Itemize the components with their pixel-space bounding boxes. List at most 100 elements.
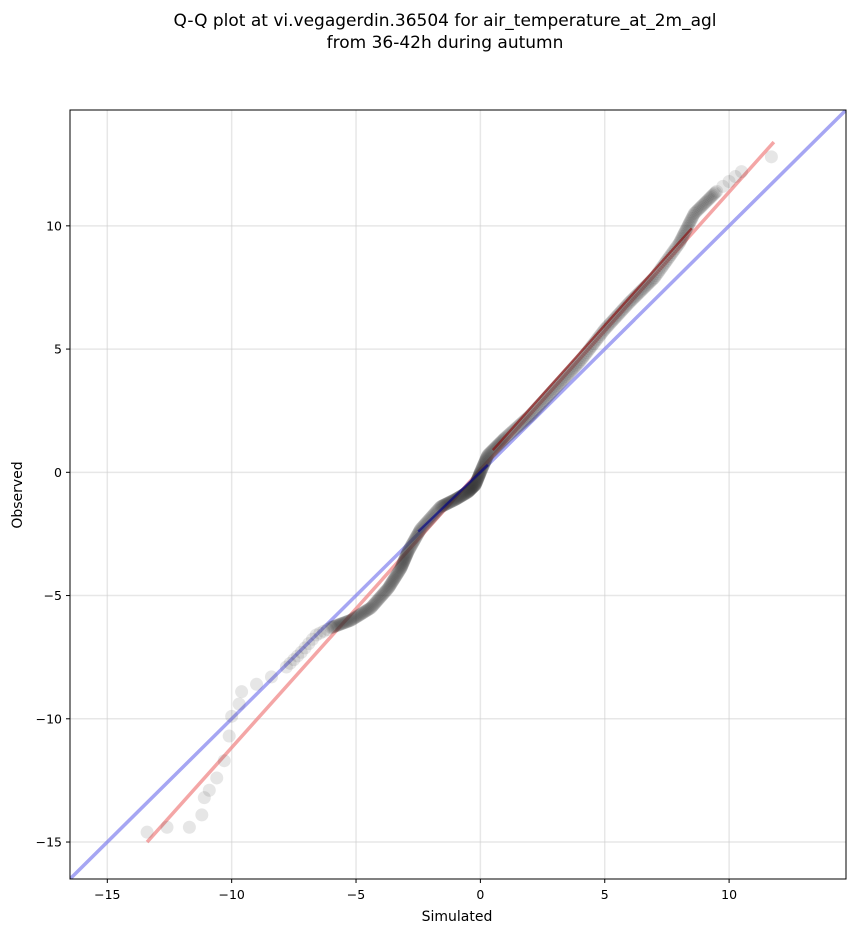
qq-point (369, 595, 383, 609)
qq-point (592, 329, 606, 343)
qq-point (367, 598, 381, 612)
qq-point (225, 709, 239, 723)
qq-point (407, 533, 421, 547)
qq-point (339, 615, 353, 629)
qq-point (390, 567, 404, 581)
qq-point (505, 425, 519, 439)
qq-point (707, 187, 721, 201)
qq-point (596, 324, 610, 338)
qq-point (664, 248, 678, 262)
qq-point (686, 208, 700, 222)
qq-point (235, 685, 249, 699)
qq-point (708, 186, 722, 200)
qq-point (667, 244, 681, 258)
qq-point (405, 538, 419, 552)
qq-point (393, 563, 407, 577)
qq-point (695, 199, 709, 213)
qq-point (364, 601, 378, 615)
qq-point (306, 632, 319, 646)
qq-point (350, 610, 364, 624)
qq-point (320, 622, 334, 636)
qq-point (160, 820, 174, 834)
qq-point (392, 565, 406, 579)
qq-point (427, 507, 441, 521)
qq-point (606, 313, 620, 327)
qq-point (395, 559, 409, 573)
qq-point (182, 820, 196, 834)
qq-point (380, 582, 394, 596)
qq-point (291, 649, 305, 663)
qq-point (410, 528, 424, 542)
qq-point (665, 246, 679, 260)
qq-point (507, 423, 521, 437)
qq-point (482, 447, 496, 461)
qq-point (371, 593, 385, 607)
qq-point (351, 609, 365, 623)
qq-point (373, 591, 387, 605)
qq-point (677, 228, 691, 242)
y-tick-label: 5 (54, 342, 62, 357)
qq-point (377, 587, 391, 601)
qq-point (389, 569, 403, 583)
qq-point (410, 529, 424, 543)
qq-point (612, 307, 626, 321)
qq-point (431, 502, 445, 516)
qq-point (402, 543, 416, 557)
qq-point (435, 499, 449, 513)
chart-title-line1: Q-Q plot at vi.vegagerdin.36504 for air_… (173, 11, 716, 31)
qq-point (710, 184, 724, 198)
qq-point (287, 653, 301, 667)
qq-point (381, 581, 395, 595)
qq-point (472, 469, 486, 483)
qq-point (398, 551, 412, 565)
overlay-lines (417, 227, 693, 533)
qq-point (595, 326, 609, 340)
qq-point (340, 615, 354, 629)
qq-point (696, 198, 710, 212)
qq-point (362, 602, 376, 616)
qq-point (400, 546, 414, 560)
qq-point (313, 626, 327, 640)
qq-point (700, 194, 714, 208)
qq-point (356, 606, 370, 620)
qq-point (407, 534, 421, 548)
qq-point (434, 499, 448, 513)
qq-point (400, 548, 414, 562)
qq-point (366, 599, 380, 613)
qq-point (694, 200, 707, 214)
qq-point (480, 449, 494, 463)
qq-point (513, 417, 527, 431)
qq-point (471, 472, 485, 486)
qq-point (202, 783, 216, 797)
qq-point (399, 549, 413, 563)
qq-point (348, 610, 362, 624)
qq-point (445, 494, 459, 508)
qq-point (448, 493, 462, 507)
qq-point (325, 620, 339, 634)
qq-point (504, 426, 518, 440)
qq-point (449, 492, 463, 506)
qq-point (357, 605, 371, 619)
qq-point (614, 304, 628, 318)
qq-point (372, 592, 386, 606)
qq-point (472, 469, 486, 483)
qq-point (451, 491, 465, 505)
qq-point (625, 293, 639, 307)
x-tick-label: −5 (347, 887, 365, 902)
qq-point (471, 471, 485, 485)
qq-point (279, 660, 293, 674)
qq-point (479, 452, 493, 466)
qq-point (346, 612, 360, 626)
qq-point (450, 492, 464, 506)
qq-point (706, 188, 720, 202)
qq-point (409, 531, 423, 545)
qq-point (232, 697, 246, 711)
qq-point (618, 300, 632, 314)
qq-point (716, 179, 730, 193)
qq-point (451, 491, 465, 505)
qq-point (623, 295, 637, 309)
qq-point (379, 583, 393, 597)
qq-point (601, 319, 615, 333)
grid-lines (70, 110, 846, 879)
qq-point (683, 215, 697, 229)
